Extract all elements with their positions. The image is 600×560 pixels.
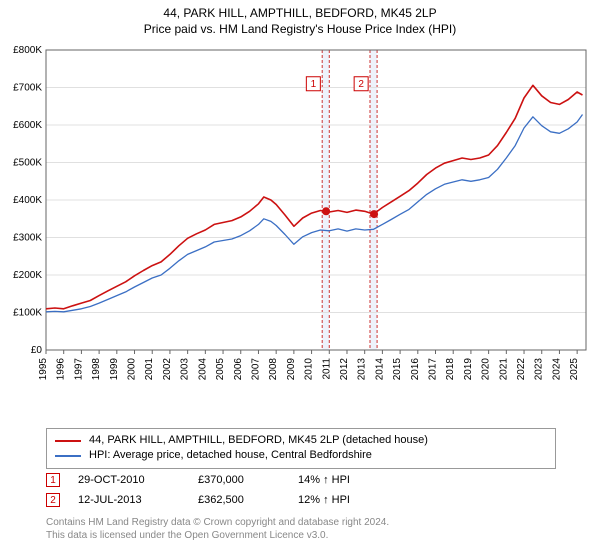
svg-text:2020: 2020 bbox=[481, 358, 492, 381]
title-line2: Price paid vs. HM Land Registry's House … bbox=[0, 22, 600, 36]
legend-swatch bbox=[55, 455, 81, 457]
legend-row: HPI: Average price, detached house, Cent… bbox=[55, 448, 547, 463]
svg-text:2011: 2011 bbox=[321, 358, 332, 380]
legend-swatch bbox=[55, 440, 81, 442]
marker-price: £362,500 bbox=[198, 494, 298, 506]
chart-container: 44, PARK HILL, AMPTHILL, BEDFORD, MK45 2… bbox=[0, 0, 600, 560]
svg-text:2010: 2010 bbox=[304, 358, 315, 381]
svg-text:2012: 2012 bbox=[339, 358, 350, 381]
legend-label: 44, PARK HILL, AMPTHILL, BEDFORD, MK45 2… bbox=[89, 433, 428, 448]
legend-row: 44, PARK HILL, AMPTHILL, BEDFORD, MK45 2… bbox=[55, 433, 547, 448]
attribution-line2: This data is licensed under the Open Gov… bbox=[46, 529, 556, 542]
svg-text:£500K: £500K bbox=[13, 158, 42, 169]
svg-text:2015: 2015 bbox=[392, 358, 403, 381]
svg-text:2016: 2016 bbox=[410, 358, 421, 381]
svg-text:2022: 2022 bbox=[516, 358, 527, 381]
attribution: Contains HM Land Registry data © Crown c… bbox=[46, 516, 556, 542]
svg-text:1998: 1998 bbox=[91, 358, 102, 381]
svg-text:2004: 2004 bbox=[197, 358, 208, 381]
svg-text:£400K: £400K bbox=[13, 195, 42, 206]
marker-row: 2 12-JUL-2013£362,50012% ↑ HPI bbox=[46, 490, 556, 510]
sale-markers-table: 1 29-OCT-2010£370,00014% ↑ HPI 2 12-JUL-201… bbox=[46, 470, 556, 510]
svg-text:£200K: £200K bbox=[13, 270, 42, 281]
svg-text:£800K: £800K bbox=[13, 45, 42, 56]
svg-text:£700K: £700K bbox=[13, 83, 42, 94]
svg-text:2006: 2006 bbox=[233, 358, 244, 381]
svg-text:1995: 1995 bbox=[38, 358, 49, 381]
line-chart-svg: £0 £100K £200K £300K £400K £500K £600K £700K £80… bbox=[0, 42, 600, 422]
svg-text:2024: 2024 bbox=[551, 358, 562, 381]
svg-text:2009: 2009 bbox=[286, 358, 297, 381]
svg-text:2021: 2021 bbox=[498, 358, 509, 381]
svg-text:1997: 1997 bbox=[73, 358, 84, 381]
marker-pct: 12% ↑ HPI bbox=[298, 494, 418, 506]
svg-text:2001: 2001 bbox=[144, 358, 155, 381]
svg-text:2: 2 bbox=[358, 79, 364, 90]
svg-text:2019: 2019 bbox=[463, 358, 474, 381]
svg-text:2025: 2025 bbox=[569, 358, 580, 381]
svg-text:2014: 2014 bbox=[374, 358, 385, 381]
svg-text:2003: 2003 bbox=[180, 358, 191, 381]
svg-text:2002: 2002 bbox=[162, 358, 173, 381]
svg-text:£600K: £600K bbox=[13, 120, 42, 131]
legend-box: 44, PARK HILL, AMPTHILL, BEDFORD, MK45 2… bbox=[46, 428, 556, 469]
legend-label: HPI: Average price, detached house, Cent… bbox=[89, 448, 372, 463]
marker-date: 12-JUL-2013 bbox=[78, 494, 198, 506]
title-line1: 44, PARK HILL, AMPTHILL, BEDFORD, MK45 2… bbox=[0, 6, 600, 20]
title-block: 44, PARK HILL, AMPTHILL, BEDFORD, MK45 2… bbox=[0, 0, 600, 36]
svg-text:2017: 2017 bbox=[428, 358, 439, 381]
svg-text:1999: 1999 bbox=[109, 358, 120, 381]
svg-text:2023: 2023 bbox=[534, 358, 545, 381]
marker-badge: 2 bbox=[46, 493, 60, 507]
marker-date: 29-OCT-2010 bbox=[78, 474, 198, 486]
svg-text:2008: 2008 bbox=[268, 358, 279, 381]
svg-text:2000: 2000 bbox=[127, 358, 138, 381]
attribution-line1: Contains HM Land Registry data © Crown c… bbox=[46, 516, 556, 529]
svg-text:2005: 2005 bbox=[215, 358, 226, 381]
marker-row: 1 29-OCT-2010£370,00014% ↑ HPI bbox=[46, 470, 556, 490]
marker-badge: 1 bbox=[46, 473, 60, 487]
marker-pct: 14% ↑ HPI bbox=[298, 474, 418, 486]
svg-text:1: 1 bbox=[311, 79, 317, 90]
svg-text:2018: 2018 bbox=[445, 358, 456, 381]
svg-text:£100K: £100K bbox=[13, 308, 42, 319]
svg-text:2013: 2013 bbox=[357, 358, 368, 381]
svg-text:1996: 1996 bbox=[56, 358, 67, 381]
chart-area: £0 £100K £200K £300K £400K £500K £600K £700K £80… bbox=[0, 42, 600, 422]
svg-text:£0: £0 bbox=[31, 345, 43, 356]
marker-price: £370,000 bbox=[198, 474, 298, 486]
svg-text:2007: 2007 bbox=[250, 358, 261, 381]
svg-text:£300K: £300K bbox=[13, 233, 42, 244]
